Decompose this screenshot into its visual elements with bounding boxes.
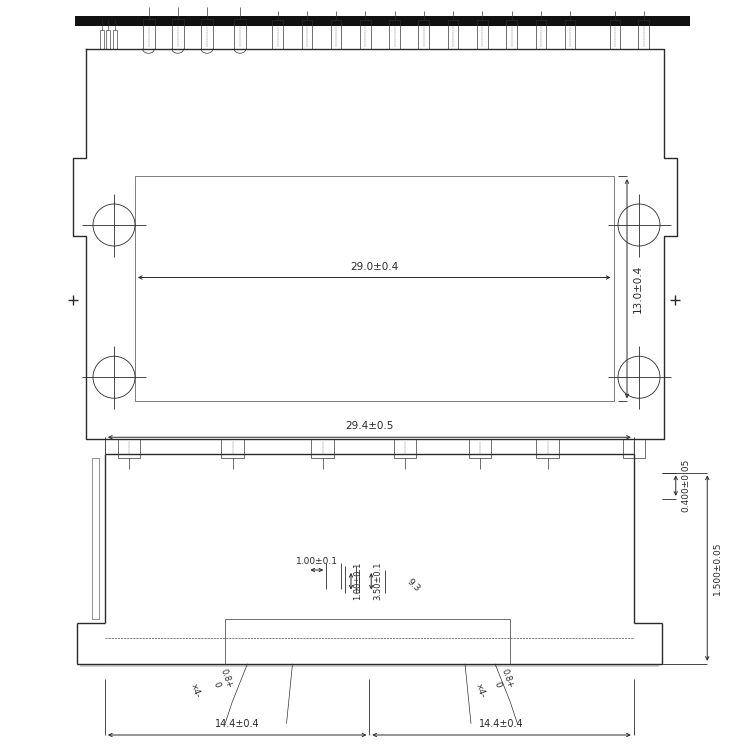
Bar [477, 20, 488, 49]
Bar [272, 20, 283, 49]
Text: 3.50±0.1: 3.50±0.1 [374, 562, 382, 601]
Text: ×4-: ×4- [473, 682, 487, 700]
Bar [389, 20, 400, 49]
Bar [448, 20, 458, 49]
Text: 0.400±0.05: 0.400±0.05 [682, 459, 691, 512]
Text: 14.4±0.4: 14.4±0.4 [215, 719, 260, 729]
Bar [419, 20, 429, 49]
Bar [565, 20, 575, 49]
Bar [172, 19, 184, 49]
Bar [106, 30, 110, 49]
Text: 1.00±0.1: 1.00±0.1 [296, 556, 338, 566]
Text: 13.0±0.4: 13.0±0.4 [633, 265, 643, 313]
Bar [506, 20, 517, 49]
Text: 1.500±0.05: 1.500±0.05 [713, 542, 722, 595]
Bar [331, 20, 341, 49]
Text: 0.8+
  0: 0.8+ 0 [209, 668, 234, 693]
Bar [75, 16, 690, 26]
Text: 1.00±0.1: 1.00±0.1 [353, 562, 362, 601]
Bar [234, 19, 246, 49]
Text: 0.8+
  0: 0.8+ 0 [490, 668, 515, 693]
Bar [113, 30, 117, 49]
Bar [100, 30, 104, 49]
Bar [610, 20, 620, 49]
Bar [302, 20, 312, 49]
Text: ×4-: ×4- [188, 682, 202, 700]
Bar [622, 439, 645, 458]
Bar [536, 439, 559, 458]
Bar [92, 458, 99, 619]
Bar [394, 439, 416, 458]
Text: 9.3: 9.3 [405, 578, 422, 594]
Text: 29.4±0.5: 29.4±0.5 [345, 422, 394, 431]
Text: 14.4±0.4: 14.4±0.4 [479, 719, 524, 729]
Bar [469, 439, 491, 458]
Bar [536, 20, 546, 49]
Text: 29.0±0.4: 29.0±0.4 [350, 262, 398, 272]
Bar [118, 439, 140, 458]
Bar [638, 20, 649, 49]
Bar [360, 20, 370, 49]
Bar [311, 439, 334, 458]
Bar [201, 19, 213, 49]
Bar [135, 176, 614, 401]
Bar [221, 439, 244, 458]
Bar [142, 19, 154, 49]
